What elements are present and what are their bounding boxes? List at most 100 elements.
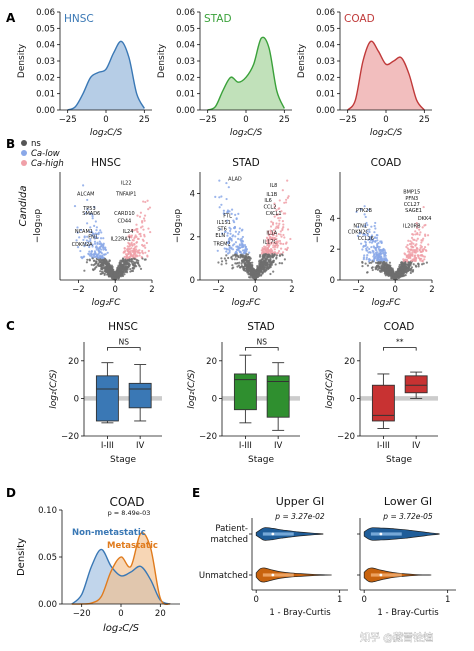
volcano-point	[132, 267, 135, 270]
y-tick-label: 0.01	[176, 90, 195, 100]
volcano-point	[135, 241, 138, 244]
volcano-point	[83, 269, 86, 272]
volcano-point	[95, 229, 98, 232]
x-tick-label: 1	[445, 595, 450, 605]
y-tick-label: 0.01	[316, 90, 335, 100]
y-tick-label: 0	[350, 394, 355, 404]
volcano-point	[111, 275, 114, 278]
x-axis-label: log₂FC	[232, 298, 262, 308]
volcano-point	[120, 263, 123, 266]
volcano-point	[223, 247, 226, 250]
volcano-point	[130, 257, 134, 261]
volcano-point	[244, 245, 248, 249]
volcano-point	[405, 245, 408, 249]
gene-label-il8: IL8	[270, 183, 277, 189]
volcano-point	[382, 260, 385, 264]
volcano-point	[232, 221, 236, 224]
volcano-point	[366, 233, 369, 236]
volcano-point	[363, 254, 366, 257]
volcano-point	[260, 273, 263, 276]
zero-band	[222, 396, 300, 401]
volcano-point	[91, 232, 95, 235]
density-line-hnsc	[67, 40, 145, 111]
volcano-point	[97, 263, 100, 266]
y-tick-label: 0.04	[316, 41, 335, 51]
volcano-point	[226, 232, 229, 235]
volcano-point	[133, 242, 136, 246]
box-title-coad: COAD	[384, 321, 415, 333]
volcano-point	[368, 247, 371, 251]
volcano-point	[127, 235, 130, 238]
volcano-point	[127, 252, 130, 255]
significance-bracket	[107, 347, 141, 351]
volcano-point	[226, 241, 230, 245]
volcano-point	[223, 213, 226, 216]
volcano-point	[376, 234, 379, 237]
volcano-point	[247, 266, 251, 269]
box-title-stad: STAD	[247, 321, 275, 333]
volcano-point	[260, 266, 263, 269]
volcano-point	[409, 263, 412, 266]
volcano-point	[138, 265, 141, 268]
volcano-point	[110, 269, 113, 272]
volcano-point	[249, 265, 252, 268]
box-iv	[128, 382, 152, 409]
volcano-point	[278, 239, 282, 243]
volcano-point	[240, 265, 244, 268]
volcano-point	[425, 261, 428, 264]
volcano-point	[272, 270, 275, 273]
volcano-point	[269, 232, 272, 236]
volcano-point	[264, 253, 268, 256]
volcano-title-stad: STAD	[232, 157, 260, 169]
volcano-point	[262, 251, 266, 254]
volcano-point	[281, 189, 284, 192]
volcano-point	[91, 257, 94, 260]
density-line-non-metastatic	[71, 548, 171, 605]
volcano-point	[366, 271, 369, 274]
volcano-point	[218, 179, 221, 182]
volcano-point	[240, 245, 243, 249]
volcano-point	[411, 259, 415, 262]
volcano-point	[277, 213, 280, 216]
volcano-point	[285, 248, 288, 252]
volcano-point	[419, 254, 422, 257]
volcano-point	[414, 244, 417, 247]
y-tick-label: 0	[74, 394, 79, 404]
gene-label-smad6: SMAD6	[82, 211, 100, 217]
volcano-point	[400, 267, 403, 270]
violin-iqr	[262, 532, 294, 536]
volcano-point	[238, 261, 241, 264]
gene-label-ptk2b: PTK2B	[356, 208, 373, 214]
volcano-point	[413, 254, 417, 257]
volcano-point	[107, 271, 110, 274]
volcano-point	[256, 271, 259, 274]
volcano-point	[102, 244, 105, 247]
volcano-point	[139, 226, 143, 229]
volcano-point	[362, 244, 365, 248]
volcano-point	[376, 251, 379, 254]
volcano-point	[380, 241, 383, 244]
volcano-point	[379, 240, 382, 243]
volcano-point	[126, 247, 130, 250]
volcano-point	[94, 232, 97, 235]
x-axis-label: Stage	[386, 455, 412, 465]
x-tick-label: 2	[289, 285, 294, 295]
volcano-point	[227, 248, 230, 251]
volcano-point	[282, 223, 285, 226]
volcano-point	[220, 195, 223, 198]
volcano-point	[89, 226, 92, 229]
volcano-point	[120, 266, 123, 269]
volcano-point	[421, 260, 424, 263]
volcano-point	[99, 248, 103, 251]
volcano-point	[271, 221, 275, 225]
volcano-point	[89, 237, 92, 241]
volcano-point	[96, 246, 99, 249]
volcano-point	[132, 257, 136, 260]
volcano-point	[104, 248, 108, 252]
category-label-patient-matched-line1: Patient-	[215, 524, 248, 534]
volcano-point	[271, 223, 275, 226]
y-tick-label: 0.03	[176, 57, 195, 67]
volcano-point	[420, 239, 423, 242]
volcano-point	[226, 210, 230, 214]
volcano-point	[231, 235, 234, 238]
